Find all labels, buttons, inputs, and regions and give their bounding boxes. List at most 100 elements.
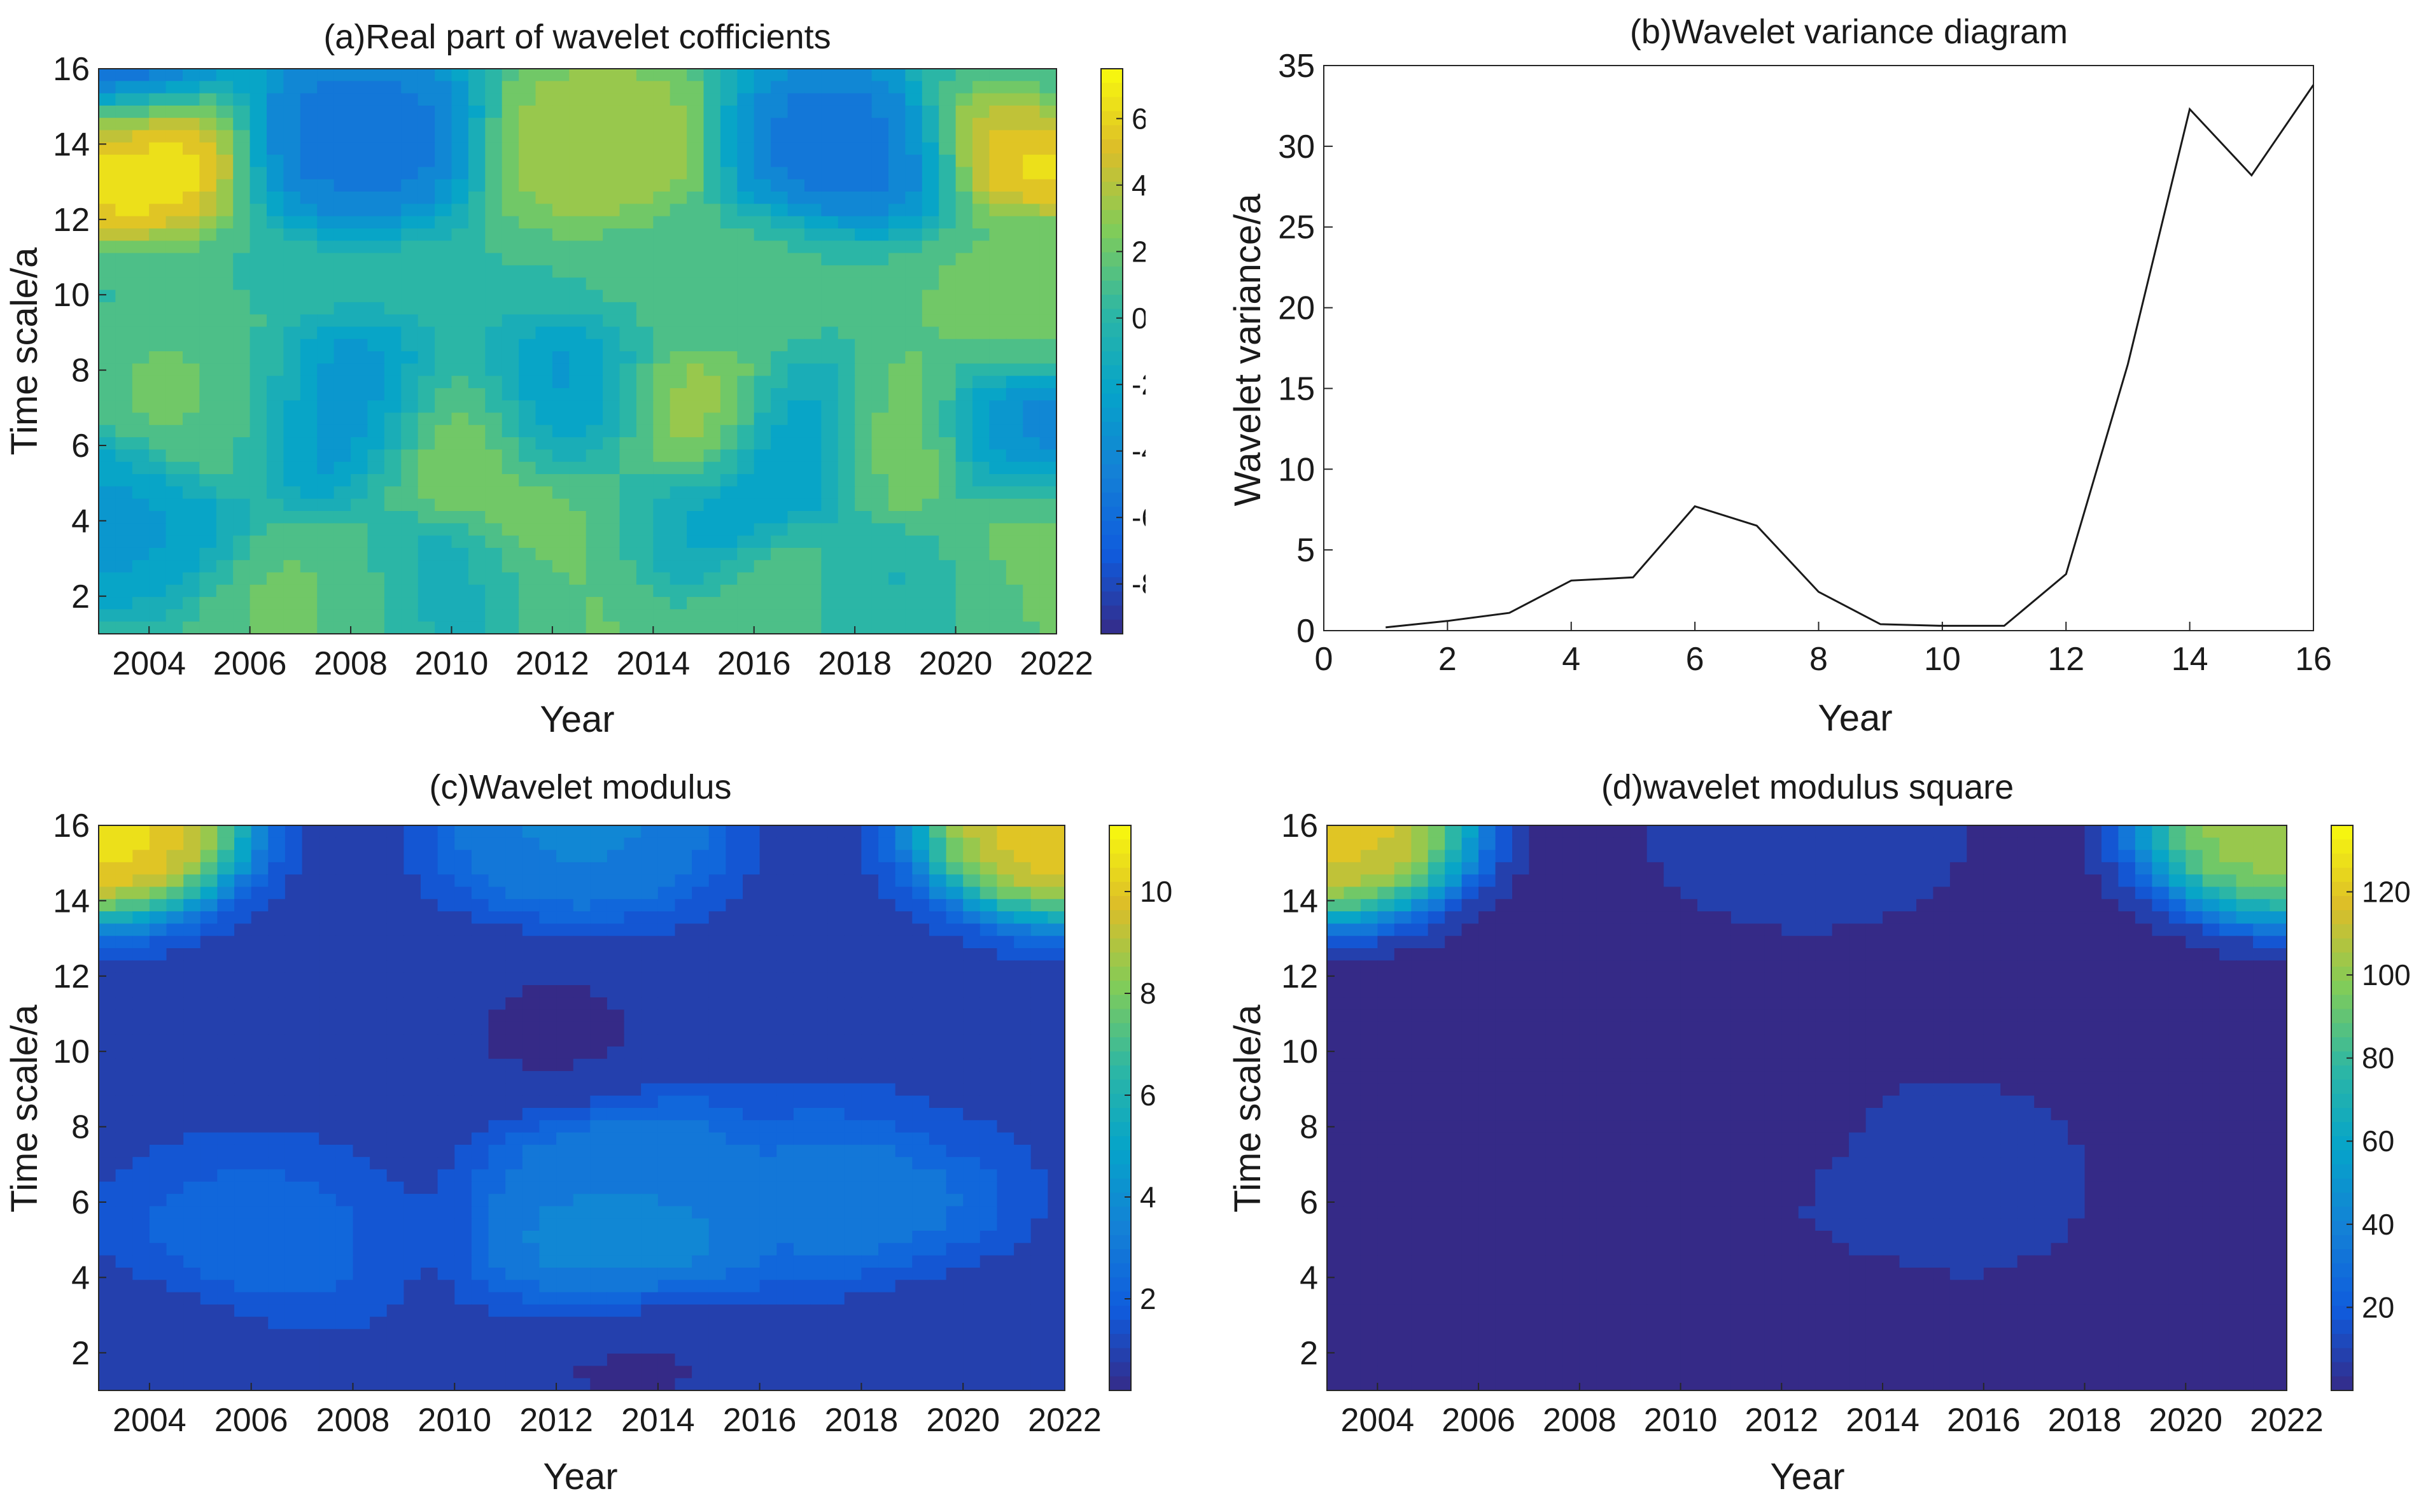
heatmap-cell bbox=[283, 511, 301, 524]
heatmap-cell bbox=[861, 997, 879, 1011]
heatmap-cell bbox=[1023, 290, 1041, 303]
heatmap-cell bbox=[471, 1034, 489, 1047]
heatmap-cell bbox=[435, 290, 453, 303]
heatmap-cell bbox=[776, 1144, 794, 1158]
heatmap-cell bbox=[502, 314, 519, 328]
heatmap-cell bbox=[556, 1218, 574, 1231]
heatmap-cell bbox=[703, 302, 721, 315]
heatmap-cell bbox=[759, 825, 777, 839]
heatmap-cell bbox=[200, 1144, 218, 1158]
heatmap-cell bbox=[268, 1144, 286, 1158]
heatmap-cell bbox=[471, 948, 489, 962]
heatmap-cell bbox=[838, 572, 855, 585]
heatmap-cell bbox=[675, 1255, 692, 1268]
heatmap-cell bbox=[989, 241, 1007, 254]
heatmap-cell bbox=[708, 1206, 727, 1219]
heatmap-cell bbox=[183, 1083, 201, 1096]
x-tick-label: 0 bbox=[1315, 641, 1333, 678]
heatmap-cell bbox=[1023, 167, 1041, 180]
heatmap-cell bbox=[404, 1095, 421, 1109]
heatmap-cell bbox=[997, 1083, 1014, 1096]
heatmap-cell bbox=[963, 1034, 981, 1047]
heatmap-cell bbox=[317, 265, 335, 278]
heatmap-cell bbox=[922, 265, 939, 278]
heatmap-cell bbox=[183, 1194, 201, 1207]
heatmap-cell bbox=[1006, 314, 1023, 328]
heatmap-cell bbox=[284, 886, 303, 900]
heatmap-cell bbox=[284, 1009, 303, 1023]
heatmap-cell bbox=[300, 498, 318, 512]
heatmap-cell bbox=[821, 375, 839, 389]
heatmap-cell bbox=[132, 584, 150, 598]
heatmap-cell bbox=[351, 474, 368, 487]
heatmap-cell bbox=[319, 1144, 337, 1158]
heatmap-cell bbox=[737, 461, 755, 475]
heatmap-cell bbox=[454, 911, 472, 925]
heatmap-cell bbox=[99, 825, 116, 839]
heatmap-cell bbox=[468, 142, 486, 155]
heatmap-cell bbox=[300, 339, 318, 352]
heatmap-cell bbox=[895, 948, 913, 962]
heatmap-cell bbox=[384, 339, 402, 352]
heatmap-cell bbox=[165, 81, 183, 94]
heatmap-cell bbox=[855, 486, 873, 500]
heatmap-cell bbox=[972, 326, 990, 340]
y-tick-label: 25 bbox=[1278, 209, 1315, 246]
heatmap-cell bbox=[708, 1009, 727, 1023]
heatmap-cell bbox=[283, 597, 301, 610]
heatmap-cell bbox=[821, 302, 839, 315]
heatmap-cell bbox=[216, 461, 234, 475]
heatmap-cell bbox=[726, 1243, 743, 1256]
heatmap-cell bbox=[586, 437, 603, 451]
heatmap-cell bbox=[861, 874, 879, 888]
heatmap-cell bbox=[384, 241, 402, 254]
heatmap-cell bbox=[670, 523, 687, 536]
heatmap-cell bbox=[861, 960, 879, 974]
heatmap-cell bbox=[485, 511, 503, 524]
heatmap-cell bbox=[217, 1292, 235, 1305]
heatmap-cell bbox=[421, 862, 439, 875]
heatmap-cell bbox=[726, 1132, 743, 1145]
heatmap-cell bbox=[708, 1058, 727, 1072]
heatmap-cell bbox=[335, 1132, 354, 1145]
heatmap-cell bbox=[888, 167, 906, 180]
heatmap-cell bbox=[370, 1095, 388, 1109]
heatmap-cell bbox=[963, 1194, 981, 1207]
heatmap-cell bbox=[319, 886, 337, 900]
heatmap-cell bbox=[844, 1255, 862, 1268]
heatmap-cell bbox=[573, 948, 591, 962]
heatmap-cell bbox=[451, 265, 469, 278]
heatmap-cell bbox=[421, 1009, 439, 1023]
heatmap-cell bbox=[165, 204, 183, 217]
heatmap-cell bbox=[319, 1095, 337, 1109]
heatmap-cell bbox=[670, 204, 687, 217]
heatmap-cell bbox=[687, 412, 705, 426]
heatmap-cell bbox=[216, 351, 234, 365]
heatmap-cell bbox=[888, 388, 906, 401]
heatmap-cell bbox=[199, 535, 217, 549]
heatmap-cell bbox=[552, 216, 570, 229]
heatmap-cell bbox=[743, 862, 761, 875]
heatmap-cell bbox=[929, 874, 947, 888]
heatmap-cell bbox=[619, 93, 637, 106]
heatmap-cell bbox=[692, 1157, 710, 1170]
heatmap-cell bbox=[468, 547, 486, 561]
heatmap-cell bbox=[283, 363, 301, 377]
heatmap-cell bbox=[586, 388, 603, 401]
heatmap-cell bbox=[743, 886, 761, 900]
heatmap-cell bbox=[905, 486, 923, 500]
heatmap-cell bbox=[569, 412, 587, 426]
heatmap-cell bbox=[844, 1181, 862, 1194]
heatmap-cell bbox=[905, 351, 923, 365]
heatmap-cell bbox=[603, 204, 621, 217]
heatmap-cell bbox=[404, 1144, 421, 1158]
heatmap-cell bbox=[115, 474, 133, 487]
heatmap-cell bbox=[771, 560, 789, 573]
heatmap-cell bbox=[569, 375, 587, 389]
heatmap-cell bbox=[268, 1046, 286, 1060]
heatmap-cell bbox=[216, 511, 234, 524]
heatmap-cell bbox=[386, 1021, 405, 1035]
heatmap-cell bbox=[905, 93, 923, 106]
heatmap-cell bbox=[115, 192, 133, 205]
heatmap-cell bbox=[776, 825, 794, 839]
